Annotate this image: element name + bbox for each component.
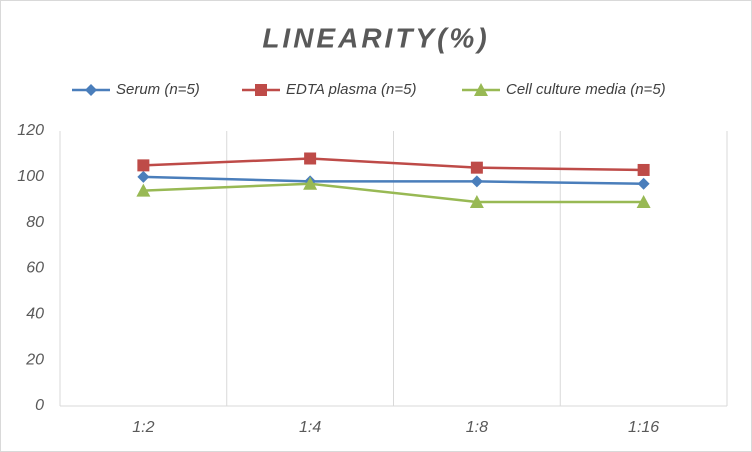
data-point xyxy=(636,195,651,209)
y-tick-label: 0 xyxy=(35,397,44,414)
y-tick-label: 20 xyxy=(25,351,44,368)
data-point xyxy=(304,152,317,165)
data-point xyxy=(470,161,483,174)
y-tick-label: 40 xyxy=(26,306,44,323)
series-line xyxy=(143,182,644,204)
data-point xyxy=(137,170,150,183)
y-tick-label: 60 xyxy=(26,260,44,277)
x-tick-label: 1:4 xyxy=(299,419,321,436)
y-tick-label: 120 xyxy=(17,122,44,139)
data-point xyxy=(137,159,150,172)
y-tick-label: 80 xyxy=(26,214,44,231)
data-point xyxy=(469,195,484,209)
data-point xyxy=(637,163,650,176)
x-tick-label: 1:8 xyxy=(466,419,488,436)
series-line xyxy=(143,175,644,185)
chart-title: LINEARITY(%) xyxy=(262,22,489,53)
data-point xyxy=(637,177,650,190)
series-line xyxy=(143,157,644,172)
y-tick-label: 100 xyxy=(17,168,44,185)
legend-marker xyxy=(474,83,488,96)
legend-label: Cell culture media (n=5) xyxy=(506,81,666,98)
legend-marker xyxy=(255,84,267,96)
x-tick-label: 1:2 xyxy=(132,419,154,436)
data-point xyxy=(303,176,318,190)
data-point xyxy=(136,183,151,197)
data-point xyxy=(470,175,483,188)
legend-label: Serum (n=5) xyxy=(116,81,200,98)
x-tick-label: 1:16 xyxy=(628,419,659,436)
legend-label: EDTA plasma (n=5) xyxy=(286,81,416,98)
legend-marker xyxy=(85,84,97,96)
